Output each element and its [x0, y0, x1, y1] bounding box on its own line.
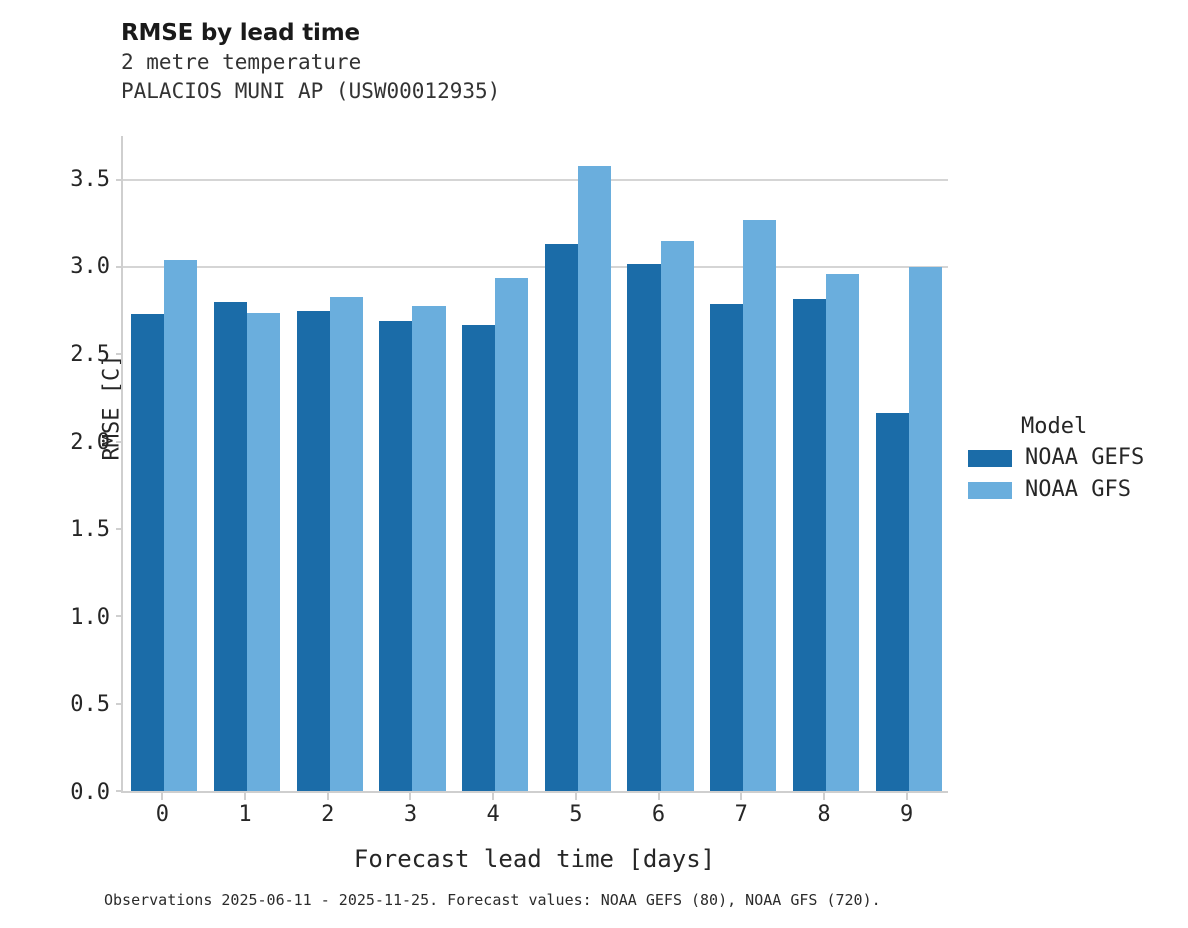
gridline [123, 266, 948, 268]
legend-item-label: NOAA GEFS [1025, 445, 1145, 470]
y-axis-tick-mark [116, 528, 123, 530]
bar-gfs-lead-7[interactable] [743, 219, 777, 791]
bar-group [288, 136, 371, 791]
y-axis-tick-mark [116, 440, 123, 443]
bar-gefs-lead-1[interactable] [213, 302, 248, 791]
y-axis-tick-label: 1.0 [70, 604, 110, 630]
x-axis-tick-mark [740, 793, 743, 800]
y-axis-tick-label: 0.5 [70, 692, 110, 718]
legend-swatch-icon [968, 449, 1012, 467]
bar-gefs-lead-7[interactable] [710, 303, 744, 791]
bar-gefs-lead-4[interactable] [462, 324, 496, 791]
bar-group [206, 136, 289, 791]
legend-item-gfs[interactable]: NOAA GFS [968, 474, 1183, 506]
x-axis-tick-mark [161, 793, 164, 800]
y-axis-tick-label: 1.5 [70, 517, 110, 543]
x-axis-tick-label: 4 [486, 802, 500, 827]
chart-header: RMSE by lead time 2 metre temperature PA… [121, 18, 981, 106]
legend-swatch-icon [968, 481, 1012, 499]
y-axis-tick-label: 2.0 [70, 429, 110, 455]
x-axis-tick-label: 2 [321, 802, 335, 827]
x-axis-tick-mark [657, 793, 660, 800]
bar-gefs-lead-0[interactable] [131, 314, 165, 791]
chart-subtitle-station: PALACIOS MUNI AP (USW00012935) [121, 79, 501, 103]
y-axis-tick-mark [116, 615, 123, 618]
y-axis-tick-label: 3.0 [70, 254, 110, 280]
bar-gefs-lead-3[interactable] [379, 321, 413, 791]
page-title: RMSE by lead time [121, 20, 360, 46]
y-axis-tick-mark [116, 702, 123, 705]
y-axis-tick-mark [116, 353, 123, 356]
y-axis-tick-mark [116, 790, 123, 792]
x-axis-title: Forecast lead time [days] [353, 845, 716, 873]
bar-gefs-lead-5[interactable] [544, 244, 578, 791]
x-axis-tick-label: 5 [569, 802, 583, 827]
chart-subtitle-variable: 2 metre temperature [121, 50, 362, 74]
bar-group [619, 136, 702, 791]
x-axis-tick-label: 3 [403, 802, 418, 827]
legend-title: Model [1021, 414, 1088, 439]
x-axis-tick-mark [905, 793, 908, 800]
bar-group [537, 136, 620, 791]
x-axis-tick-mark [822, 793, 825, 800]
bar-gfs-lead-3[interactable] [412, 305, 446, 791]
gridline [123, 178, 948, 181]
x-axis-tick-mark [244, 793, 247, 800]
y-axis-tick-label: 0.0 [70, 780, 110, 805]
y-axis-tick-labels: 0.0 0.5 1.0 1.5 2.0 2.5 3.0 3.5 [35, 136, 110, 803]
chart-footnote: Observations 2025-06-11 - 2025-11-25. Fo… [104, 891, 881, 909]
bar-gfs-lead-1[interactable] [247, 312, 281, 791]
bar-gfs-lead-9[interactable] [908, 267, 942, 791]
x-axis-tick-mark [492, 793, 495, 800]
y-axis-tick-label: 3.5 [70, 166, 110, 192]
bar-gfs-lead-4[interactable] [495, 277, 529, 791]
bar-group [123, 136, 206, 791]
x-axis-tick-label: 7 [734, 802, 748, 827]
x-axis-tick-labels: 0 1 2 3 4 5 6 7 8 9 [121, 800, 948, 834]
bar-gfs-lead-6[interactable] [660, 240, 694, 791]
legend-entries: NOAA GEFS NOAA GFS [968, 442, 1183, 506]
bar-gfs-lead-0[interactable] [164, 260, 198, 791]
x-axis-tick-mark [574, 793, 577, 800]
legend: Model NOAA GEFS NOAA GFS [968, 412, 1183, 506]
x-axis-tick-label: 0 [155, 802, 169, 827]
x-axis-tick-label: 9 [900, 802, 914, 827]
x-axis-tick-mark [409, 793, 412, 800]
x-axis-tick-marks [121, 793, 948, 801]
plot-area [116, 136, 950, 793]
bar-group [702, 136, 785, 791]
legend-item-label: NOAA GFS [1025, 477, 1131, 502]
x-axis-tick-label: 8 [817, 802, 831, 827]
y-axis-tick-mark [116, 178, 123, 181]
y-axis-tick-label: 2.5 [70, 342, 110, 367]
bar-gefs-lead-6[interactable] [627, 263, 661, 791]
x-axis-tick-label: 1 [238, 802, 252, 827]
y-axis-tick-mark [116, 266, 123, 268]
bar-gfs-lead-8[interactable] [825, 274, 860, 791]
bar-gefs-lead-8[interactable] [792, 298, 826, 791]
bar-group [454, 136, 537, 791]
bar-gefs-lead-9[interactable] [875, 412, 909, 791]
bar-group [867, 136, 950, 791]
bar-gfs-lead-2[interactable] [329, 296, 363, 791]
bar-group [785, 136, 868, 791]
bar-gfs-lead-5[interactable] [577, 165, 611, 791]
legend-item-gefs[interactable]: NOAA GEFS [968, 442, 1183, 474]
bar-group [371, 136, 454, 791]
x-axis-tick-label: 6 [651, 802, 666, 827]
bar-gefs-lead-2[interactable] [296, 310, 330, 791]
x-axis-tick-mark [326, 793, 329, 800]
